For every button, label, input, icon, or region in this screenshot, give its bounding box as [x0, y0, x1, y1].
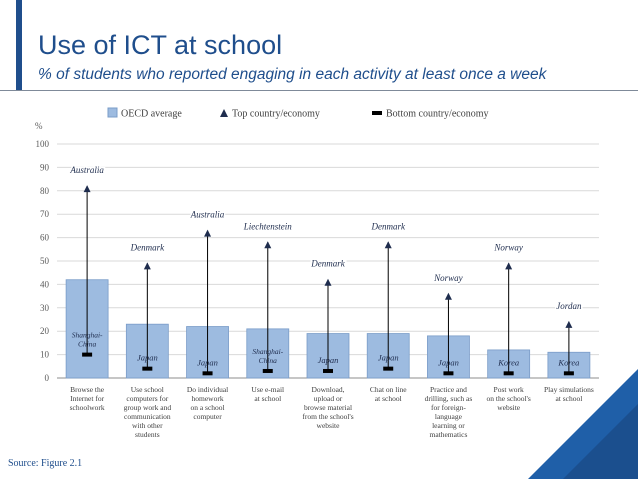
marker-top-country — [384, 241, 392, 249]
bottom-country-label: China — [259, 356, 278, 365]
category-label: computer — [193, 412, 222, 421]
bottom-country-label: Japan — [197, 357, 218, 367]
category-label: at school — [555, 394, 582, 403]
marker-bottom-country — [323, 368, 333, 373]
ict-activity-chart: 0 10 20 30 40 50 60 70 80 90 100% OECD average Top c… — [35, 107, 599, 439]
header-divider — [0, 90, 638, 91]
category-label: computers for — [126, 394, 168, 403]
category-label: at school — [254, 394, 281, 403]
top-country-label: Norway — [493, 242, 523, 252]
legend-label-top: Top country/economy — [232, 109, 320, 120]
y-tick-label: 30 — [40, 303, 50, 313]
y-tick-label: 80 — [40, 186, 50, 196]
top-country-label: Liechtenstein — [243, 221, 292, 231]
top-country-label: Denmark — [310, 259, 345, 269]
legend-swatch-bottom — [372, 111, 382, 115]
top-country-label: Jordan — [556, 301, 582, 311]
source-note: Source: Figure 2.1 — [8, 458, 83, 469]
marker-top-country — [83, 185, 91, 193]
legend-label-bottom: Bottom country/economy — [386, 109, 489, 120]
marker-bottom-country — [202, 371, 213, 376]
category-label: from the school's — [302, 412, 353, 421]
category-label: on a school — [190, 403, 224, 412]
category-label: group work and — [124, 403, 172, 412]
top-country-label: Denmark — [130, 242, 165, 252]
category-label: schoolwork — [70, 403, 105, 412]
y-tick-label: 20 — [40, 326, 50, 336]
category-label: drilling, such as — [425, 394, 473, 403]
bottom-country-label: Japan — [137, 353, 158, 363]
category-label: website — [317, 421, 341, 430]
category-label: with other — [132, 421, 163, 430]
y-tick-label: 10 — [40, 350, 50, 360]
marker-bottom-country — [563, 371, 574, 376]
title-accent-bar — [16, 0, 22, 90]
category-label: browse material — [304, 403, 352, 412]
bottom-country-label: Japan — [318, 355, 339, 365]
category-label: Do individual — [187, 385, 228, 394]
category-label: Use school — [131, 385, 164, 394]
legend-swatch-top — [220, 109, 228, 117]
category-label: communication — [124, 412, 171, 421]
category-label: Post work — [494, 385, 524, 394]
bottom-country-label: China — [78, 340, 97, 349]
marker-top-country — [143, 262, 151, 270]
top-country-label: Australia — [69, 165, 104, 175]
bottom-country-label: Japan — [378, 353, 399, 363]
marker-bottom-country — [142, 366, 153, 371]
category-label: Use e-mail — [251, 385, 284, 394]
marker-bottom-country — [262, 368, 273, 373]
top-country-label: Denmark — [370, 221, 405, 231]
category-label: website — [497, 403, 521, 412]
marker-top-country — [204, 229, 212, 237]
category-label: Download, — [311, 385, 344, 394]
category-label: Play simulations — [544, 385, 594, 394]
y-tick-label: 60 — [40, 233, 50, 243]
top-country-label: Norway — [433, 273, 463, 283]
legend-label-bar: OECD average — [121, 109, 182, 120]
y-tick-label: 0 — [45, 373, 50, 383]
marker-top-country — [264, 241, 272, 249]
category-label: mathematics — [429, 430, 467, 439]
marker-top-country — [324, 278, 332, 286]
bottom-country-label: Korea — [497, 357, 519, 367]
marker-bottom-country — [443, 371, 454, 376]
bottom-country-label: Japan — [438, 357, 459, 367]
bottom-country-label: Shanghai- — [72, 331, 103, 340]
category-label: Browse the — [70, 385, 105, 394]
category-label: on the school's — [487, 394, 531, 403]
marker-top-country — [505, 262, 513, 270]
category-label: for foreign- — [431, 403, 466, 412]
corner-decoration — [528, 369, 638, 479]
category-label: Chat on line — [370, 385, 407, 394]
category-label: Practice and — [430, 385, 467, 394]
y-tick-label: 70 — [40, 209, 50, 219]
page-title: Use of ICT at school — [38, 30, 283, 60]
marker-bottom-country — [82, 352, 93, 357]
bottom-country-label: Shanghai- — [252, 347, 283, 356]
category-label: students — [135, 430, 160, 439]
category-label: Internet for — [70, 394, 104, 403]
category-label: learning or — [432, 421, 465, 430]
bottom-country-label: Korea — [557, 357, 579, 367]
category-label: upload or — [314, 394, 343, 403]
category-label: language — [435, 412, 463, 421]
y-tick-label: 100 — [36, 139, 50, 149]
y-axis-label: % — [35, 121, 43, 131]
category-label: at school — [375, 394, 402, 403]
y-tick-label: 40 — [40, 279, 50, 289]
marker-top-country — [565, 320, 573, 328]
marker-top-country — [444, 292, 452, 300]
y-tick-label: 90 — [40, 162, 50, 172]
marker-bottom-country — [383, 366, 394, 371]
category-label: homework — [192, 394, 224, 403]
legend-swatch-bar — [107, 107, 118, 118]
top-country-label: Australia — [190, 210, 225, 220]
y-tick-label: 50 — [40, 256, 50, 266]
marker-bottom-country — [503, 371, 514, 376]
page-subtitle: % of students who reported engaging in e… — [38, 66, 547, 83]
